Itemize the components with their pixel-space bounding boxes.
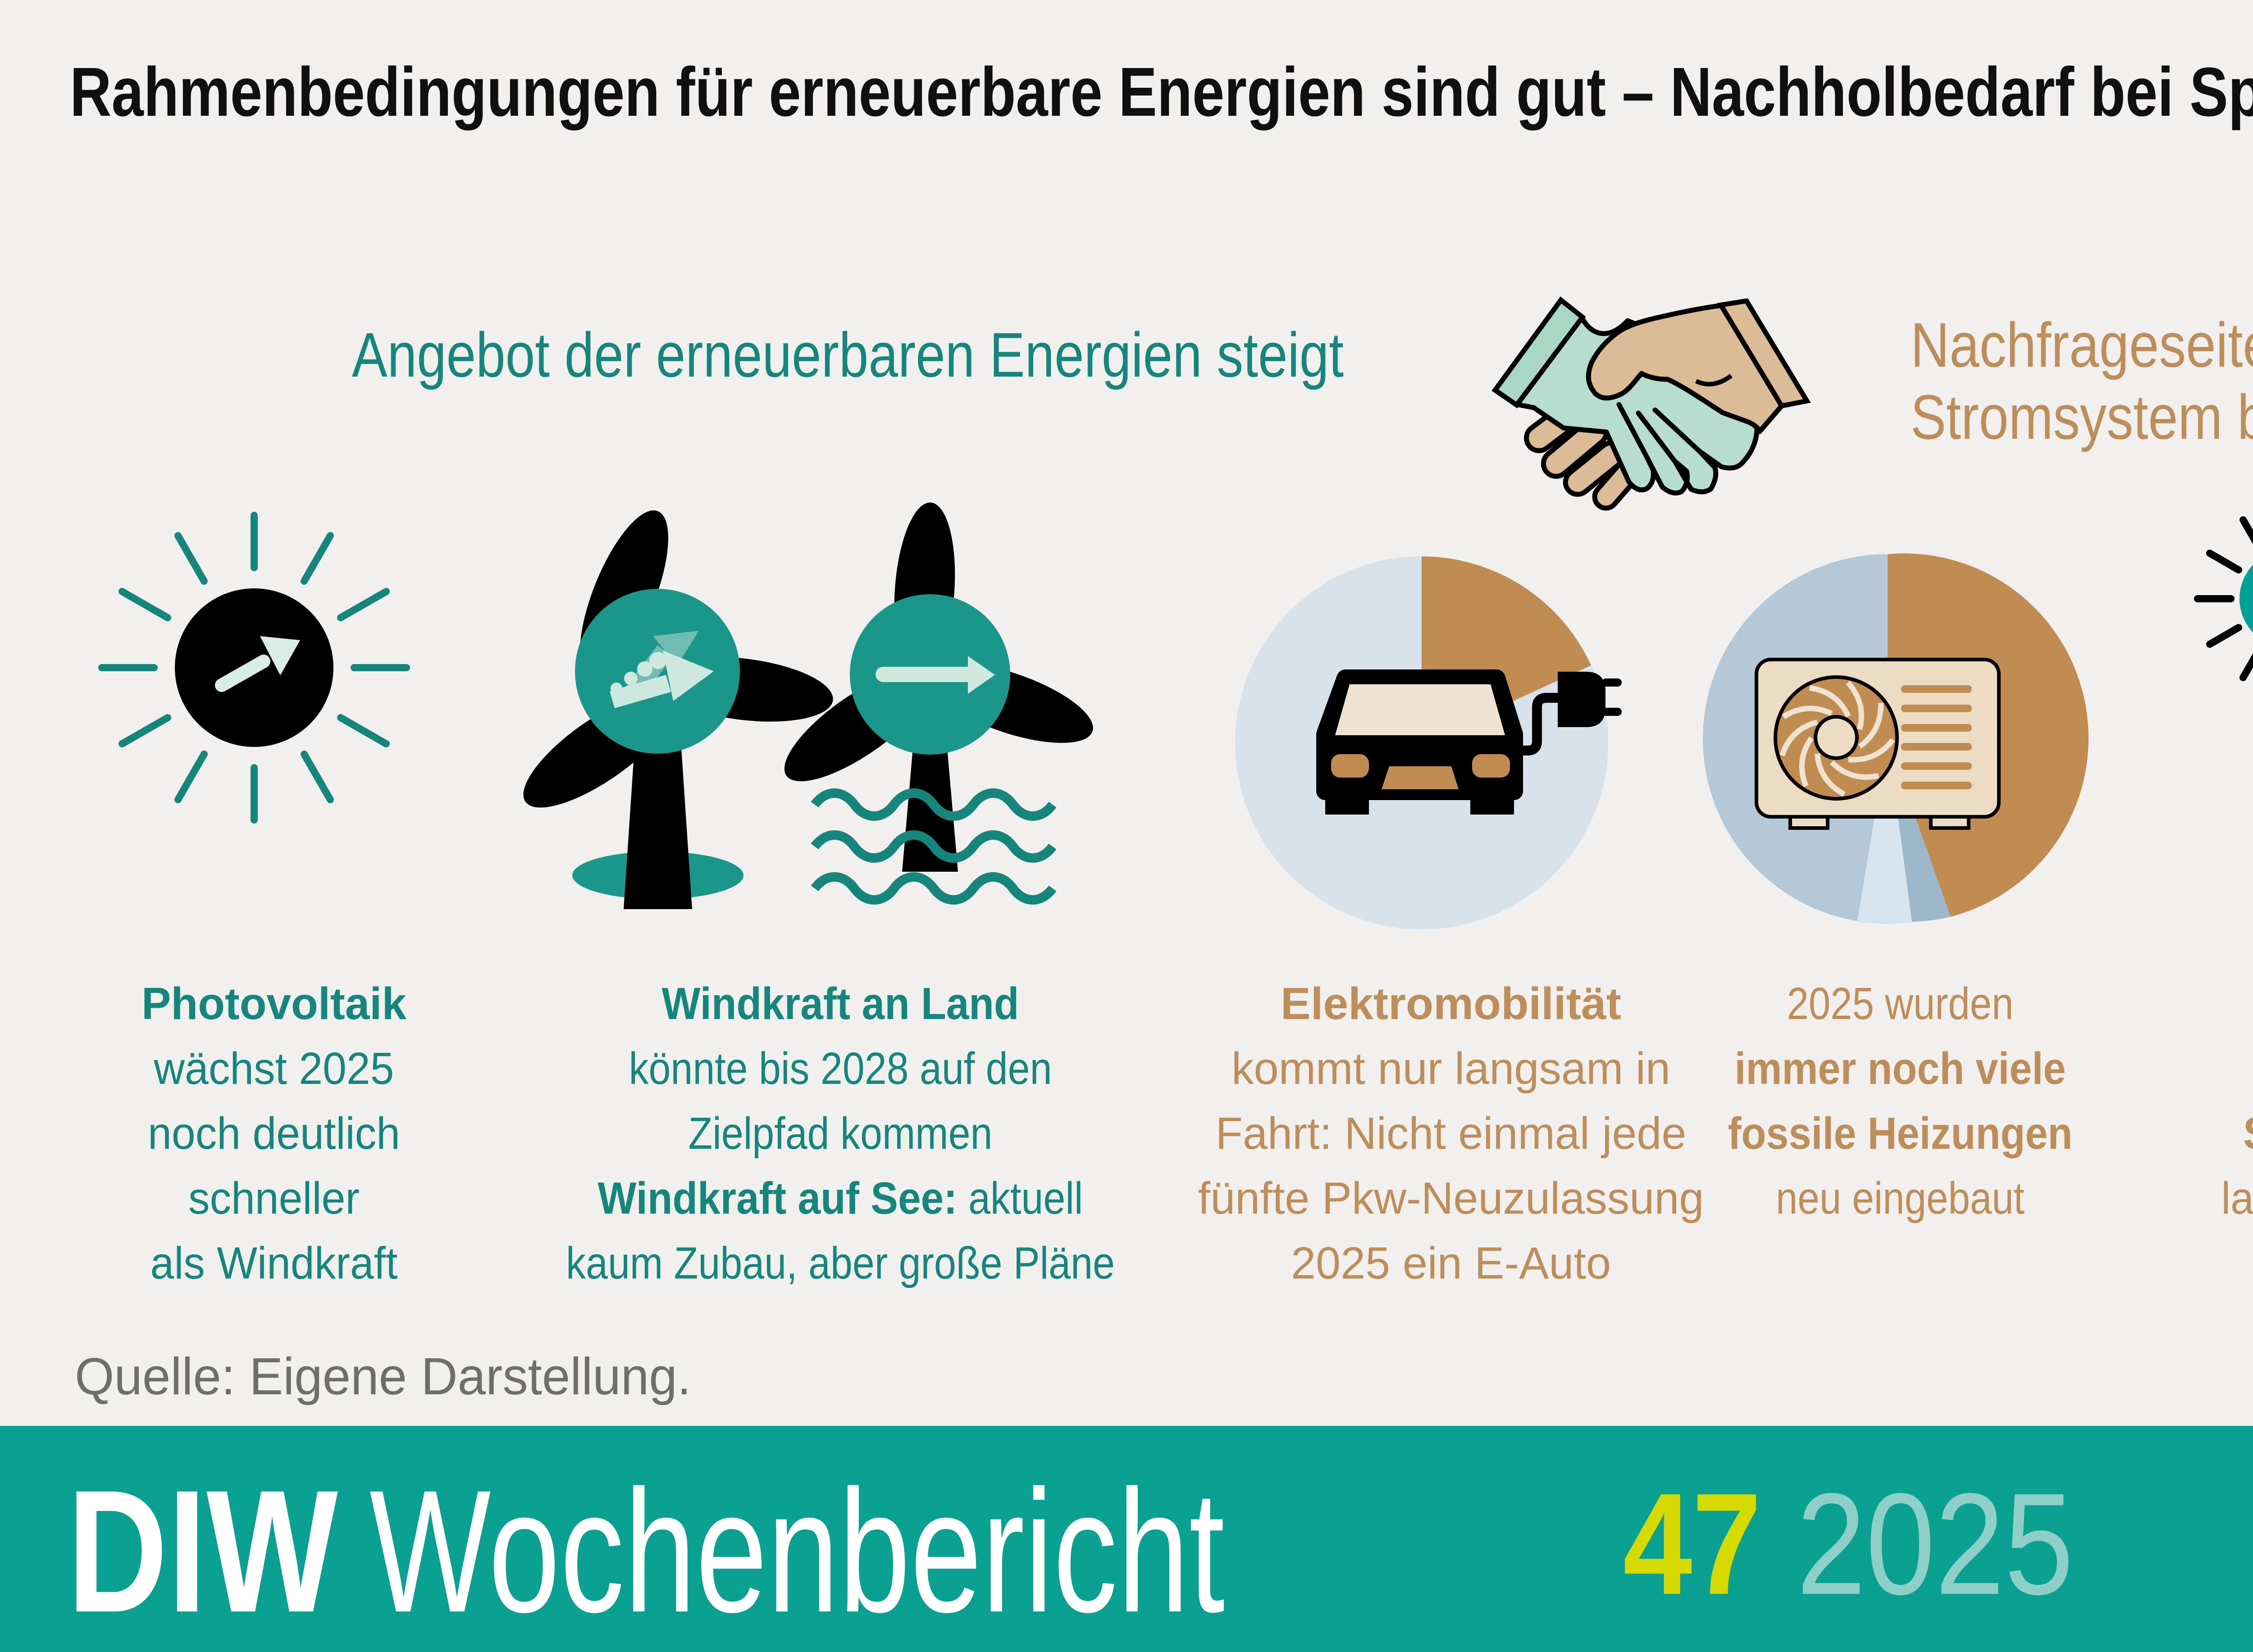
svg-text:Windkraft auf See: aktuell: Windkraft auf See: aktuell: [598, 1173, 1083, 1224]
svg-text:fossile Heizungen: fossile Heizungen: [1728, 1108, 2073, 1159]
svg-text:wächst 2025: wächst 2025: [154, 1043, 394, 1094]
svg-text:Rahmenbedingungen für erneuerb: Rahmenbedingungen für erneuerbare Energi…: [70, 53, 2253, 131]
svg-text:Windkraft an Land: Windkraft an Land: [662, 978, 1019, 1029]
svg-text:langsamer gewachsen: langsamer gewachsen: [2221, 1173, 2253, 1224]
svg-text:DIW: DIW: [67, 1454, 339, 1649]
svg-text:2025 wurden: 2025 wurden: [1787, 978, 2014, 1029]
svg-text:neu eingebaut: neu eingebaut: [1776, 1173, 2025, 1224]
svg-text:könnte bis 2028 auf den: könnte bis 2028 auf den: [629, 1043, 1052, 1094]
svg-text:Photovoltaik: Photovoltaik: [141, 978, 406, 1029]
svg-text:kaum Zubau, aber große Pläne: kaum Zubau, aber große Pläne: [566, 1238, 1115, 1288]
svg-text:noch deutlich: noch deutlich: [148, 1108, 400, 1159]
svg-text:2025 ein E-Auto: 2025 ein E-Auto: [1291, 1238, 1611, 1288]
svg-text:2025: 2025: [1797, 1463, 2074, 1625]
svg-text:Angebot der erneuerbaren Energ: Angebot der erneuerbaren Energien steigt: [352, 319, 1344, 390]
svg-text:Wochenbericht: Wochenbericht: [369, 1454, 1225, 1649]
svg-text:immer noch viele: immer noch viele: [1735, 1043, 2066, 1094]
svg-text:schneller: schneller: [188, 1173, 360, 1224]
svg-text:Nachfrageseite hinkt hinterher: Nachfrageseite hinkt hinterher.: [1911, 309, 2253, 380]
svg-text:Quelle: Eigene Darstellung.: Quelle: Eigene Darstellung.: [75, 1347, 691, 1406]
svg-text:als Windkraft: als Windkraft: [151, 1238, 398, 1288]
svg-text:kommt nur langsam in: kommt nur langsam in: [1231, 1043, 1670, 1094]
svg-text:fünfte Pkw-Neuzulassung: fünfte Pkw-Neuzulassung: [1198, 1173, 1704, 1224]
svg-text:Fahrt: Nicht einmal jede: Fahrt: Nicht einmal jede: [1216, 1108, 1687, 1159]
svg-text:Zielpfad kommen: Zielpfad kommen: [689, 1108, 993, 1159]
svg-text:Elektromobilität: Elektromobilität: [1281, 978, 1621, 1029]
svg-text:Speicher sind 2025: Speicher sind 2025: [2243, 1108, 2253, 1159]
svg-text:47: 47: [1623, 1463, 1761, 1625]
svg-text:Stromsystem braucht mehr Flexi: Stromsystem braucht mehr Flexibilität!: [1911, 382, 2253, 452]
